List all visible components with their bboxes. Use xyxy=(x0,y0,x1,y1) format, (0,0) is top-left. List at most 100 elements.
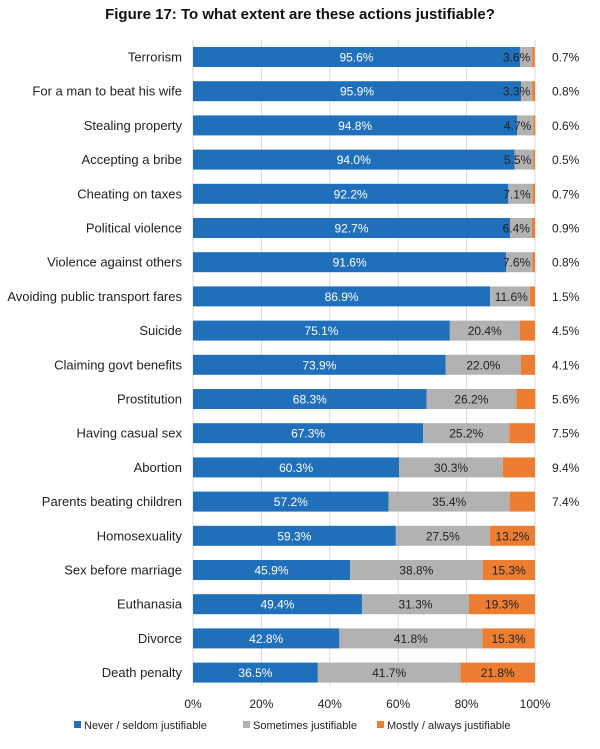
category-label: Death penalty xyxy=(102,665,183,680)
bar-segment xyxy=(339,628,483,649)
bar-segment xyxy=(519,320,535,341)
bar-segment xyxy=(532,81,535,102)
data-label: 0.9% xyxy=(552,222,580,236)
data-label: 3.3% xyxy=(503,85,531,99)
bar-segment xyxy=(423,423,510,444)
category-label: Claiming govt benefits xyxy=(54,357,182,372)
x-tick-label: 80% xyxy=(455,697,479,711)
bar-segment xyxy=(317,662,461,683)
bar-segment xyxy=(532,252,535,273)
bar-segment xyxy=(193,286,491,307)
bar-segment xyxy=(193,81,521,102)
bar-segment xyxy=(514,149,534,170)
category-labels: Terrorism For a man to beat his wife Steal… xyxy=(7,50,182,681)
data-label: 25.2% xyxy=(449,427,483,441)
data-label: 19.3% xyxy=(485,598,519,612)
data-label: 49.4% xyxy=(260,598,294,612)
bar-segment xyxy=(193,662,318,683)
bar-segment xyxy=(460,662,535,683)
legend-label: Sometimes justifiable xyxy=(253,720,357,732)
data-label: 31.3% xyxy=(398,598,432,612)
bar-segment xyxy=(193,457,400,478)
bar-segment xyxy=(532,183,535,204)
bar-segment xyxy=(449,320,520,341)
bar-segment xyxy=(193,149,515,170)
data-label: 9.4% xyxy=(552,461,580,475)
data-label: 36.5% xyxy=(238,666,272,680)
category-label: Terrorism xyxy=(128,50,182,65)
data-label: 94.8% xyxy=(338,119,372,133)
bar-segment xyxy=(531,218,535,238)
data-label: 57.2% xyxy=(274,495,308,509)
category-label: Divorce xyxy=(138,631,182,646)
data-label: 0.6% xyxy=(552,119,580,133)
x-axis-ticks: 0% 20% 40% 60% 80% 100% xyxy=(184,697,550,711)
bar-segment xyxy=(193,525,396,546)
bar-segment xyxy=(516,389,536,409)
bar-segment xyxy=(193,183,509,204)
legend-swatch xyxy=(74,721,81,728)
data-label: 0.8% xyxy=(552,85,580,99)
data-label: 0.8% xyxy=(552,256,580,270)
bar-segment xyxy=(506,252,533,273)
legend-swatch xyxy=(377,721,384,728)
bar-segment xyxy=(395,525,490,546)
data-label: 13.2% xyxy=(495,529,529,543)
bar-segment xyxy=(193,320,450,341)
data-label: 0.5% xyxy=(552,153,580,167)
bar-segment xyxy=(193,628,340,649)
data-label: 7.1% xyxy=(503,187,531,201)
bar-segment xyxy=(361,594,469,615)
data-label: 7.5% xyxy=(552,427,580,441)
x-tick-label: 40% xyxy=(318,697,342,711)
bars xyxy=(193,47,536,683)
bar-segment xyxy=(468,594,535,615)
data-label: 60.3% xyxy=(279,461,313,475)
data-label: 75.1% xyxy=(304,324,338,338)
data-label: 86.9% xyxy=(325,290,359,304)
bar-segment xyxy=(519,47,533,67)
category-label: Parents beating children xyxy=(42,494,182,509)
category-label: Suicide xyxy=(139,323,182,338)
category-label: Prostitution xyxy=(117,392,182,407)
data-label: 41.7% xyxy=(372,666,406,680)
category-label: Cheating on taxes xyxy=(77,186,182,201)
bar-segment xyxy=(193,560,350,580)
data-label: 94.0% xyxy=(337,153,371,167)
bar-segment xyxy=(520,354,535,375)
data-label: 15.3% xyxy=(492,564,526,578)
x-tick-label: 60% xyxy=(386,697,410,711)
category-label: Abortion xyxy=(134,460,182,475)
data-label: 15.3% xyxy=(491,632,525,646)
bar-segment xyxy=(510,218,532,238)
data-label: 27.5% xyxy=(426,529,460,543)
data-label: 92.2% xyxy=(334,187,368,201)
bar-segment xyxy=(509,423,535,444)
bar-segment xyxy=(517,115,534,136)
data-label: 0.7% xyxy=(552,51,580,65)
bar-segment xyxy=(490,286,530,307)
data-labels: 95.6% 3.6% 0.7% 95.9% 3.3% 0.8% 94.8% 4.7% 0.6% 9… xyxy=(238,51,579,681)
bar-segment xyxy=(193,354,446,375)
data-label: 92.7% xyxy=(335,222,369,236)
legend: Never / seldom justifiable Sometimes just… xyxy=(74,720,511,732)
data-label: 5.6% xyxy=(552,393,580,407)
bar-segment xyxy=(193,252,507,273)
bar-segment xyxy=(482,628,535,649)
x-tick-label: 20% xyxy=(249,697,273,711)
category-label: Accepting a bribe xyxy=(82,152,182,167)
category-label: Sex before marriage xyxy=(64,563,182,578)
bar-segment xyxy=(482,560,535,580)
category-label: Euthanasia xyxy=(117,597,183,612)
data-label: 4.1% xyxy=(552,358,580,372)
bar-segment xyxy=(533,149,535,170)
category-label: For a man to beat his wife xyxy=(32,84,182,99)
x-tick-label: 0% xyxy=(184,697,202,711)
data-label: 21.8% xyxy=(481,666,515,680)
bar-segment xyxy=(193,47,520,67)
data-label: 7.6% xyxy=(503,256,531,270)
category-label: Stealing property xyxy=(84,118,183,133)
bar-segment xyxy=(532,47,535,67)
data-label: 42.8% xyxy=(249,632,283,646)
bar-segment xyxy=(533,115,536,136)
